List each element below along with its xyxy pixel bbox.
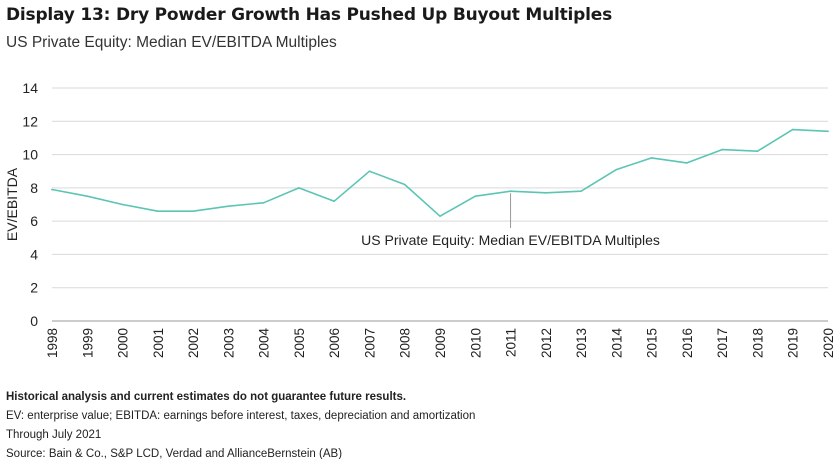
data-point bbox=[368, 170, 371, 173]
date-note: Through July 2021 bbox=[6, 429, 102, 441]
x-tick-label: 2000 bbox=[116, 328, 131, 358]
y-tick-label: 12 bbox=[22, 113, 38, 129]
x-tick-label: 2011 bbox=[504, 328, 519, 357]
chart-title: Display 13: Dry Powder Growth Has Pushed… bbox=[6, 5, 613, 25]
y-tick-label: 0 bbox=[30, 313, 38, 329]
series-annotation-label: US Private Equity: Median EV/EBITDA Mult… bbox=[361, 232, 660, 248]
x-tick-label: 2003 bbox=[221, 328, 236, 358]
data-point bbox=[192, 210, 194, 212]
y-tick-label: 2 bbox=[30, 280, 38, 296]
series-line bbox=[51, 128, 829, 217]
y-tick-label: 8 bbox=[30, 180, 38, 196]
data-point bbox=[686, 162, 688, 164]
x-tick-label: 2009 bbox=[433, 328, 448, 358]
x-tick-label: 2007 bbox=[362, 328, 377, 358]
y-tick-label: 6 bbox=[30, 213, 38, 229]
y-axis-title: EV/EBITDA bbox=[4, 167, 20, 241]
chart-subtitle: US Private Equity: Median EV/EBITDA Mult… bbox=[6, 34, 337, 51]
data-point bbox=[791, 128, 794, 131]
x-tick-label: 2019 bbox=[786, 328, 801, 358]
x-tick-label: 2002 bbox=[186, 328, 201, 358]
x-tick-label: 2008 bbox=[398, 328, 413, 358]
y-tick-label: 4 bbox=[30, 246, 38, 262]
data-point bbox=[298, 187, 300, 189]
y-tick-label: 14 bbox=[22, 80, 38, 96]
x-tick-label: 2004 bbox=[257, 328, 272, 359]
data-point bbox=[51, 188, 53, 191]
data-point bbox=[721, 148, 723, 151]
x-tick-label: 2001 bbox=[151, 328, 166, 358]
data-point bbox=[262, 202, 265, 204]
data-point bbox=[615, 168, 618, 171]
data-point bbox=[545, 192, 547, 194]
x-tick-label: 2015 bbox=[645, 328, 660, 358]
x-tick-label: 2012 bbox=[539, 328, 554, 358]
x-tick-label: 2017 bbox=[715, 328, 730, 358]
x-tick-label: 2005 bbox=[292, 328, 307, 358]
x-tick-label: 2010 bbox=[468, 328, 483, 358]
y-tick-label: 10 bbox=[22, 147, 38, 163]
data-point bbox=[650, 157, 653, 159]
x-tick-label: 2016 bbox=[680, 328, 695, 358]
x-tick-label: 2006 bbox=[327, 328, 342, 358]
data-point bbox=[827, 130, 829, 133]
data-point bbox=[157, 210, 159, 212]
chart-footer: Historical analysis and current estimate… bbox=[6, 388, 475, 459]
data-point bbox=[580, 190, 582, 192]
x-tick-label: 1998 bbox=[45, 328, 60, 358]
data-point bbox=[509, 190, 512, 192]
x-tick-label: 2014 bbox=[609, 328, 624, 359]
source-note: Source: Bain & Co., S&P LCD, Verdad and … bbox=[6, 448, 343, 459]
data-point bbox=[756, 150, 759, 153]
disclaimer-note: Historical analysis and current estimate… bbox=[6, 391, 407, 403]
x-tick-label: 1999 bbox=[80, 328, 95, 358]
data-point bbox=[86, 195, 89, 197]
abbreviation-note: EV: enterprise value; EBITDA: earnings b… bbox=[6, 410, 476, 422]
data-point bbox=[474, 195, 477, 197]
data-point bbox=[227, 205, 230, 207]
data-point bbox=[439, 215, 441, 217]
data-point bbox=[333, 200, 335, 202]
x-tick-label: 2018 bbox=[750, 328, 765, 358]
x-tick-label: 2020 bbox=[821, 328, 836, 358]
x-tick-label: 2013 bbox=[574, 328, 589, 358]
data-point bbox=[121, 203, 124, 206]
data-point bbox=[403, 183, 406, 186]
